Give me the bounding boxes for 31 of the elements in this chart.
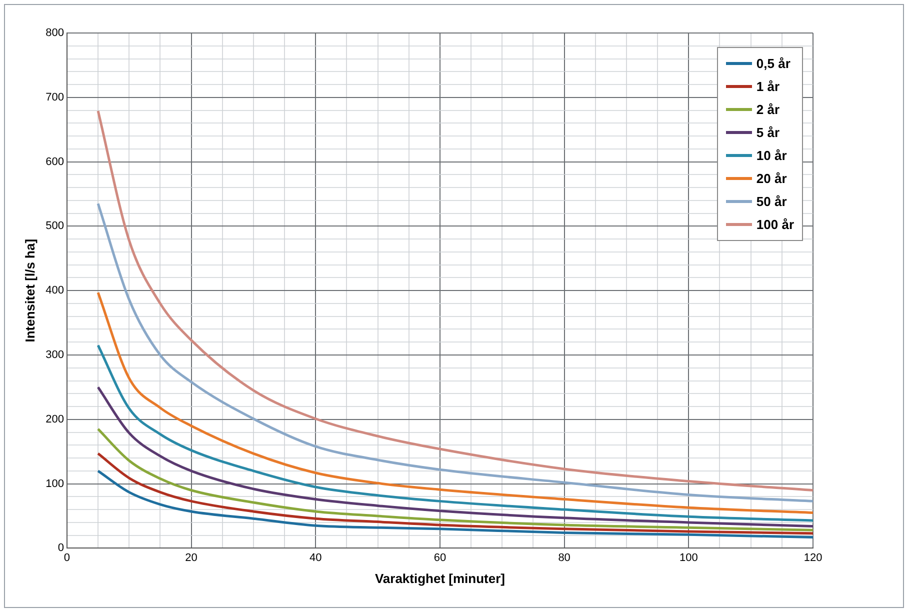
legend-label: 10 år: [756, 148, 787, 163]
y-tick-label: 100: [46, 478, 64, 490]
y-axis-title: Intensitet [l/s ha]: [22, 238, 38, 342]
legend-label: 0,5 år: [756, 56, 790, 71]
y-tick-label: 0: [58, 542, 64, 554]
y-tick-label: 200: [46, 413, 64, 426]
y-tick-label: 500: [46, 220, 64, 232]
y-tick-label: 300: [46, 349, 64, 362]
legend-label: 5 år: [756, 125, 780, 140]
x-tick-label: 60: [434, 552, 446, 564]
legend-label: 20 år: [756, 171, 787, 186]
y-tick-label: 600: [46, 156, 64, 168]
line-series: [96, 386, 813, 528]
y-tick-label: 700: [46, 91, 64, 104]
line-series: [96, 344, 813, 522]
y-tick-label: 800: [46, 27, 64, 40]
legend-label: 1 år: [756, 79, 780, 94]
y-tick-label: 400: [46, 284, 64, 297]
legend-label: 2 år: [756, 102, 780, 117]
x-axis-title: Varaktighet [minuter]: [374, 570, 505, 586]
line-series: [96, 452, 813, 535]
x-tick-label: 40: [310, 552, 322, 564]
x-tick-label: 20: [185, 552, 198, 564]
legend-label: 100 år: [756, 217, 794, 232]
legend-label: 50 år: [756, 194, 787, 209]
line-series: [96, 470, 813, 538]
line-series: [96, 291, 813, 514]
line-series: [96, 428, 813, 532]
x-tick-label: 120: [804, 552, 822, 564]
x-tick-label: 100: [679, 552, 698, 564]
x-tick-label: 80: [558, 552, 570, 564]
